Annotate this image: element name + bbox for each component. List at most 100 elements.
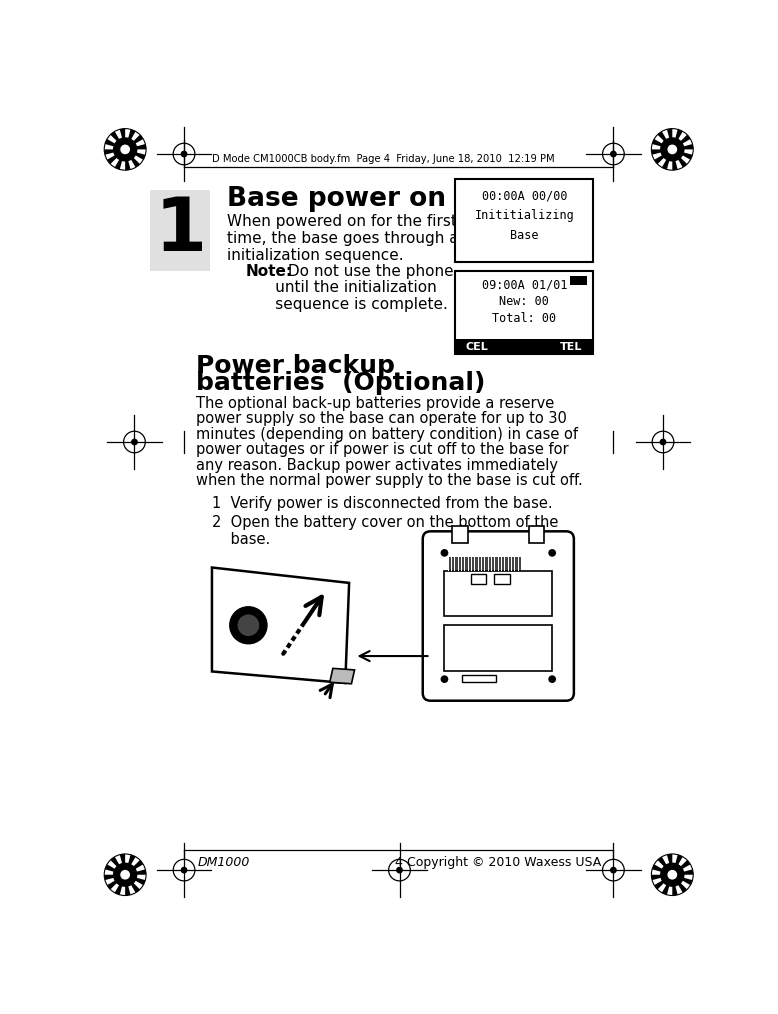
Bar [447,558,521,571]
Text: base.: base. [212,531,270,547]
Wedge shape [107,149,125,164]
Wedge shape [657,857,672,875]
Circle shape [181,867,187,873]
Wedge shape [107,875,125,889]
Circle shape [440,549,448,557]
Wedge shape [652,864,672,875]
Bar [455,271,594,354]
Bar [570,276,587,285]
Circle shape [121,871,129,879]
Bar [507,558,509,571]
Wedge shape [672,869,693,875]
Bar [488,558,489,571]
Wedge shape [672,135,690,149]
Wedge shape [104,149,125,155]
Text: Inititializing: Inititializing [475,209,574,222]
FancyBboxPatch shape [422,531,574,701]
Wedge shape [125,875,131,895]
Wedge shape [672,149,678,170]
Circle shape [237,614,259,636]
Bar [444,626,552,671]
Bar [464,558,465,571]
Bar [504,558,506,571]
Wedge shape [120,854,125,875]
Wedge shape [672,149,687,167]
Bar [517,558,519,571]
Circle shape [668,871,677,879]
Circle shape [230,606,267,644]
Circle shape [548,675,556,683]
Bar [455,339,594,354]
Wedge shape [672,875,687,892]
Circle shape [661,863,684,886]
Bar [471,575,486,584]
Text: CEL: CEL [465,342,489,352]
Text: 2  Open the battery cover on the bottom of the: 2 Open the battery cover on the bottom o… [212,514,559,529]
Bar [444,571,552,617]
Bar [150,191,210,271]
Circle shape [131,439,137,445]
Bar [455,178,594,262]
Circle shape [114,863,137,886]
Wedge shape [125,149,131,170]
Wedge shape [110,132,125,149]
Bar [501,558,502,571]
Wedge shape [651,149,672,155]
Wedge shape [105,139,125,149]
Bar [481,558,482,571]
Circle shape [661,439,666,445]
Circle shape [548,549,556,557]
Bar [461,674,496,682]
Wedge shape [672,130,683,149]
Wedge shape [672,875,678,895]
Wedge shape [125,855,135,875]
Text: minutes (depending on battery condition) in case of: minutes (depending on battery condition)… [197,427,579,442]
Wedge shape [125,144,146,149]
Bar [511,558,512,571]
Text: Power backup: Power backup [197,354,395,378]
Text: Note:: Note: [246,264,293,279]
Wedge shape [662,875,672,894]
Text: time, the base goes through an: time, the base goes through an [227,231,468,246]
Bar [491,558,492,571]
Wedge shape [125,130,135,149]
Wedge shape [114,149,125,169]
Text: power outages or if power is cut off to the base for: power outages or if power is cut off to … [197,442,569,457]
Wedge shape [125,149,145,160]
Circle shape [611,151,616,157]
Bar [514,558,515,571]
Wedge shape [657,132,672,149]
Bar [529,526,545,542]
Bar [471,558,472,571]
Wedge shape [651,875,672,880]
Wedge shape [672,860,690,875]
Circle shape [668,145,677,153]
Polygon shape [212,568,349,683]
Wedge shape [125,875,140,892]
Text: Total: 00: Total: 00 [492,312,556,325]
Wedge shape [125,135,143,149]
Wedge shape [672,855,683,875]
Wedge shape [654,149,672,164]
Bar [447,558,449,571]
Wedge shape [110,857,125,875]
Circle shape [661,138,684,161]
Wedge shape [672,144,693,149]
Wedge shape [654,875,672,889]
Wedge shape [105,864,125,875]
Wedge shape [662,149,672,169]
Wedge shape [672,149,692,160]
Text: Do not use the phone: Do not use the phone [283,264,454,279]
Bar [494,575,510,584]
Wedge shape [667,129,672,149]
Text: 1: 1 [154,194,206,267]
Text: any reason. Backup power activates immediately: any reason. Backup power activates immed… [197,457,559,473]
Wedge shape [125,875,145,885]
Text: 4: 4 [394,856,403,869]
Text: D Mode CM1000CB body.fm  Page 4  Friday, June 18, 2010  12:19 PM: D Mode CM1000CB body.fm Page 4 Friday, J… [212,154,555,164]
Text: When powered on for the first: When powered on for the first [227,214,457,229]
Text: sequence is complete.: sequence is complete. [246,297,448,312]
Bar [457,558,459,571]
Wedge shape [125,149,140,167]
Circle shape [611,867,616,873]
